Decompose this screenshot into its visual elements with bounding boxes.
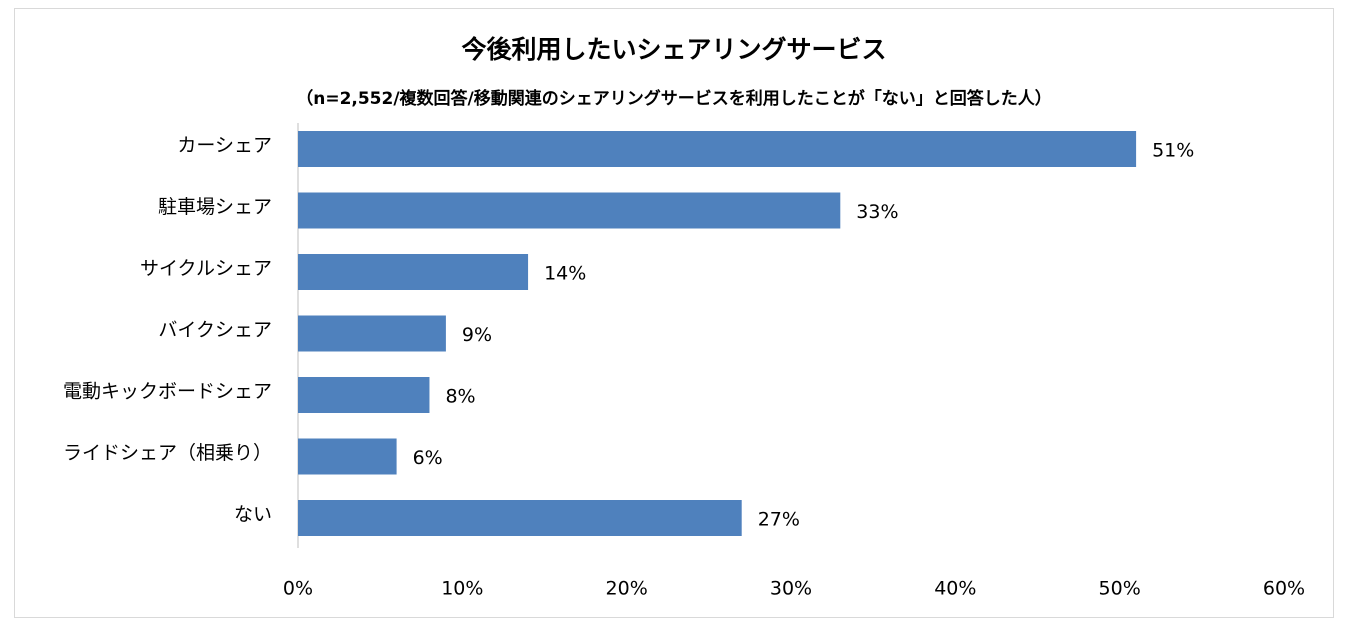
category-label: 駐車場シェア (158, 196, 272, 218)
bar (298, 315, 446, 352)
value-label: 8% (445, 386, 475, 408)
category-label: ない (234, 504, 272, 526)
category-label: サイクルシェア (140, 258, 272, 280)
x-tick-label: 20% (606, 578, 648, 600)
bar (298, 500, 742, 536)
chart-title: 今後利用したいシェアリングサービス (461, 35, 887, 64)
bar (298, 131, 1137, 167)
value-label: 6% (413, 447, 443, 469)
chart-subtitle: （n=2,552/複数回答/移動関連のシェアリングサービスを利用したことが「ない… (296, 89, 1052, 109)
bar (298, 438, 397, 475)
value-labels-group: 51% 33% 14% 9% 8% 6% 27% (413, 140, 1195, 531)
value-label: 33% (856, 201, 898, 223)
bars-group (298, 131, 1137, 536)
category-label: ライドシェア（相乗り） (63, 442, 272, 464)
value-label: 27% (758, 509, 800, 531)
category-labels-group: カーシェア駐車場シェアサイクルシェアバイクシェア電動キックボードシェアライドシェ… (63, 135, 272, 526)
category-label: バイクシェア (158, 319, 272, 341)
x-tick-label: 0% (283, 578, 313, 600)
bar (298, 254, 529, 290)
category-label: 電動キックボードシェア (63, 381, 272, 403)
value-label: 14% (544, 263, 586, 285)
bar (298, 377, 430, 413)
x-tick-label: 50% (1099, 578, 1141, 600)
bar (298, 192, 841, 229)
category-label: カーシェア (177, 135, 272, 157)
x-tick-label: 40% (934, 578, 976, 600)
value-label: 51% (1152, 140, 1194, 162)
x-tick-label: 60% (1263, 578, 1305, 600)
x-tick-label: 10% (441, 578, 483, 600)
x-tick-label: 30% (770, 578, 812, 600)
value-label: 9% (462, 324, 492, 346)
x-tick-labels-group: 0% 10% 20% 30% 40% 50% 60% (283, 578, 1305, 600)
